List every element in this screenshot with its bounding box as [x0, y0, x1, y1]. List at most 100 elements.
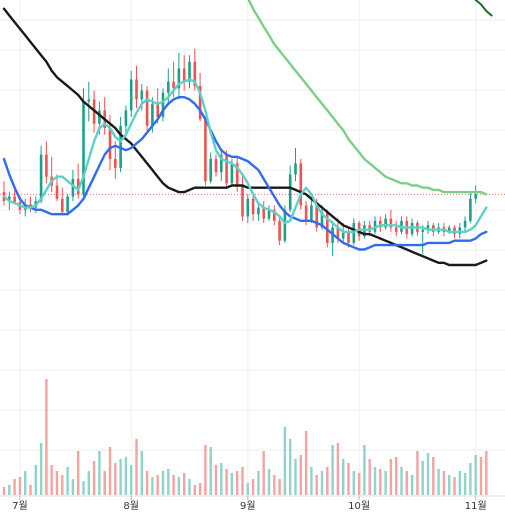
- volume-bar: [389, 459, 393, 495]
- volume-bar: [13, 479, 16, 495]
- volume-bar: [363, 445, 366, 495]
- candle-body: [326, 212, 329, 243]
- volume-bar: [320, 471, 324, 495]
- volume-bar: [416, 451, 419, 495]
- volume-bar: [395, 457, 398, 495]
- candle-body: [71, 178, 75, 197]
- volume-bar: [230, 473, 234, 495]
- volume-bar: [342, 459, 345, 495]
- volume-bar: [294, 459, 297, 495]
- volume-bar: [183, 473, 186, 495]
- volume-bar: [135, 439, 138, 495]
- candle-body: [267, 209, 271, 219]
- moving-average-line: [2, 78, 488, 234]
- candle-body: [61, 198, 64, 212]
- candle-body: [129, 79, 133, 111]
- volume-bar: [379, 469, 382, 495]
- volume-bar: [39, 443, 43, 495]
- candle-body: [39, 154, 43, 201]
- volume-bar: [304, 431, 308, 495]
- volume-bar: [283, 427, 287, 495]
- volume-bar: [289, 439, 292, 495]
- volume-bar: [479, 457, 483, 495]
- candle-body: [230, 163, 234, 184]
- volume-bar: [251, 479, 255, 495]
- moving-average-line: [2, 7, 488, 267]
- volume-bar: [262, 451, 265, 495]
- candle-body: [384, 218, 387, 228]
- volume-bar: [198, 483, 202, 495]
- candle-body: [474, 194, 477, 199]
- volume-bar: [124, 457, 128, 495]
- volume-bar: [82, 481, 85, 495]
- candle-body: [198, 86, 202, 120]
- volume-bar: [188, 479, 191, 495]
- volume-bar: [299, 455, 302, 495]
- candlesticks: [2, 48, 477, 257]
- volume-bar: [98, 451, 101, 495]
- candle-body: [262, 207, 265, 219]
- volume-bar: [145, 471, 149, 495]
- candle-body: [66, 196, 69, 212]
- volume-bar: [273, 475, 276, 495]
- volume-bar: [108, 447, 112, 495]
- moving-average-line: [2, 96, 488, 251]
- candle-body: [278, 220, 281, 241]
- volume-bar: [426, 453, 430, 495]
- volume-bar: [347, 463, 350, 495]
- volume-bar: [352, 471, 355, 495]
- candle-body: [225, 154, 228, 184]
- volume-bar: [315, 475, 318, 495]
- candle-body: [394, 227, 398, 232]
- volume-bar: [151, 477, 154, 495]
- volume-bar: [267, 469, 271, 495]
- candle-body: [304, 205, 308, 221]
- volume-bars: [2, 379, 488, 495]
- volume-bar: [140, 451, 143, 495]
- candle-body: [13, 196, 16, 203]
- candle-body: [336, 227, 340, 239]
- volume-bar: [331, 445, 334, 495]
- volume-bar: [400, 467, 403, 495]
- candle-body: [151, 103, 154, 126]
- candle-body: [167, 81, 170, 93]
- volume-bar: [92, 461, 96, 495]
- volume-bar: [310, 467, 313, 495]
- x-axis: 7월 8월 9월 10월 11월: [0, 495, 505, 512]
- x-axis-tick-label: 11월: [465, 500, 487, 512]
- moving-average-line: [474, 0, 493, 17]
- candle-body: [161, 92, 165, 118]
- volume-bar: [448, 475, 451, 495]
- volume-bar: [458, 471, 461, 495]
- candle-body: [135, 79, 138, 100]
- candle-body: [76, 178, 80, 195]
- candle-body: [98, 110, 101, 124]
- candle-body: [341, 231, 345, 239]
- volume-bar: [241, 467, 244, 495]
- candle-body: [124, 110, 128, 126]
- candle-body: [273, 209, 276, 221]
- volume-bar: [469, 463, 472, 495]
- chart-grid: [0, 0, 505, 496]
- volume-bar: [8, 485, 11, 495]
- candle-body: [469, 198, 472, 221]
- candle-body: [145, 90, 149, 126]
- volume-bar: [77, 451, 80, 495]
- candle-body: [246, 198, 250, 217]
- candle-body: [288, 174, 292, 210]
- volume-bar: [220, 463, 223, 495]
- candle-body: [320, 212, 324, 228]
- volume-bar: [24, 471, 27, 495]
- candle-body: [172, 81, 175, 89]
- volume-bar: [114, 463, 117, 495]
- volume-bar: [405, 471, 408, 495]
- candle-body: [8, 196, 11, 201]
- candle-body: [447, 227, 451, 232]
- volume-bar: [357, 473, 361, 495]
- candle-body: [389, 218, 393, 228]
- candle-body: [193, 61, 197, 87]
- volume-bar: [29, 485, 32, 495]
- candle-body: [182, 68, 186, 82]
- volume-bar: [172, 475, 175, 495]
- candle-body: [29, 204, 32, 208]
